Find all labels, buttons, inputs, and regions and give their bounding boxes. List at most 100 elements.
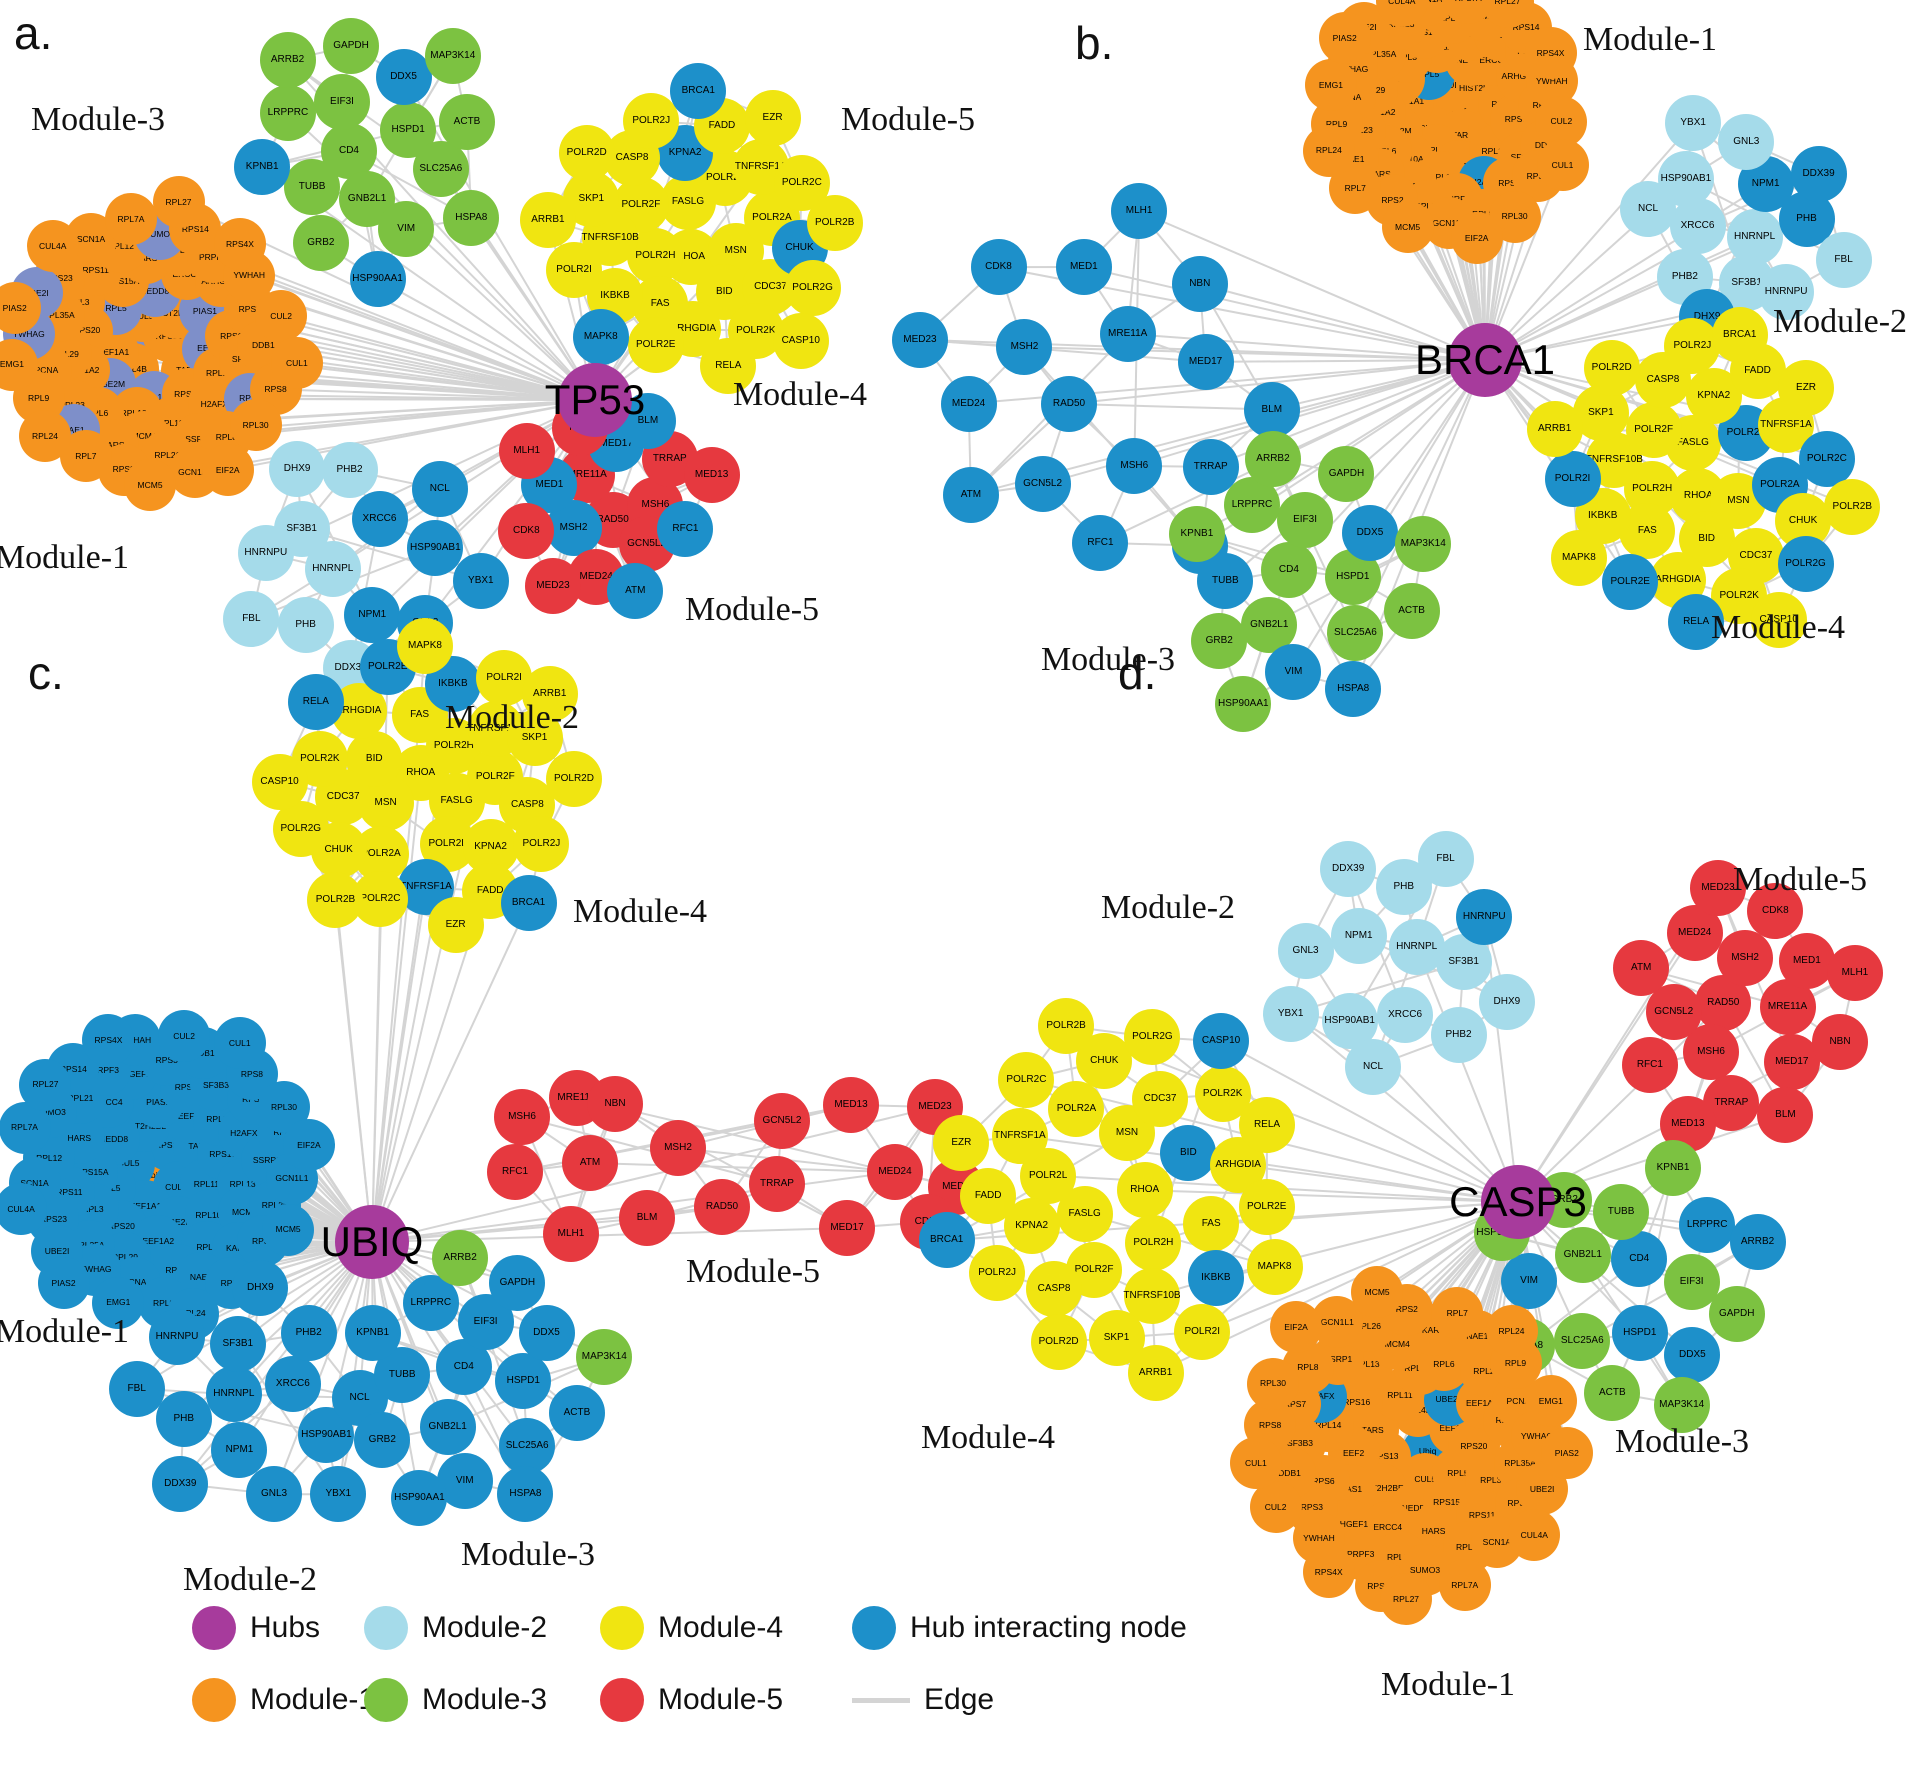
gene-node-grb2[interactable]: GRB2 xyxy=(354,1412,411,1469)
gene-node-tubb[interactable]: TUBB xyxy=(1197,553,1254,610)
gene-node-hspa8[interactable]: HSPA8 xyxy=(443,190,500,247)
gene-node-casp10[interactable]: CASP10 xyxy=(1193,1013,1250,1070)
gene-node-arrb2[interactable]: ARRB2 xyxy=(1244,430,1301,487)
gene-node-rela[interactable]: RELA xyxy=(700,338,757,395)
gene-node-rfc1[interactable]: RFC1 xyxy=(487,1144,543,1200)
gene-node-msh2[interactable]: MSH2 xyxy=(650,1120,706,1176)
gene-node-kpnb1[interactable]: KPNB1 xyxy=(1645,1140,1702,1197)
gene-node-mapk8[interactable]: MAPK8 xyxy=(397,617,453,674)
gene-node-rfc1[interactable]: RFC1 xyxy=(1072,514,1129,571)
gene-node-polr2b[interactable]: POLR2B xyxy=(1824,478,1881,535)
hub-node-tp53[interactable] xyxy=(558,363,632,437)
gene-node-casp10[interactable]: CASP10 xyxy=(251,753,308,810)
gene-node-ikbkb[interactable]: IKBKB xyxy=(1187,1249,1244,1306)
gene-node-ddx5[interactable]: DDX5 xyxy=(518,1304,575,1361)
gene-node-emg1[interactable]: EMG1 xyxy=(92,1276,145,1329)
gene-node-emg1[interactable]: EMG1 xyxy=(0,338,38,391)
gene-node-med24[interactable]: MED24 xyxy=(1666,904,1723,961)
gene-node-kpnb1[interactable]: KPNB1 xyxy=(1168,506,1225,563)
gene-node-actb[interactable]: ACTB xyxy=(548,1385,605,1442)
gene-node-ybx1[interactable]: YBX1 xyxy=(310,1466,367,1523)
gene-node-polr2b[interactable]: POLR2B xyxy=(307,872,364,929)
gene-node-vim[interactable]: VIM xyxy=(1501,1253,1558,1310)
gene-node-gnb2l1[interactable]: GNB2L1 xyxy=(419,1398,476,1455)
gene-node-gcn5l2[interactable]: GCN5L2 xyxy=(1645,984,1702,1041)
gene-node-mre11a[interactable]: MRE11A xyxy=(1099,305,1156,362)
gene-node-eif3i[interactable]: EIF3I xyxy=(313,74,370,131)
gene-node-slc25a6[interactable]: SLC25A6 xyxy=(1554,1313,1611,1370)
gene-node-cul4a[interactable]: CUL4A xyxy=(0,1183,48,1236)
gene-node-grb2[interactable]: GRB2 xyxy=(1191,613,1248,670)
hub-node-casp3[interactable] xyxy=(1481,1165,1555,1239)
gene-node-phb2[interactable]: PHB2 xyxy=(1430,1006,1487,1063)
gene-node-polr2e[interactable]: POLR2E xyxy=(627,316,684,373)
gene-node-hspa8[interactable]: HSPA8 xyxy=(497,1466,554,1523)
gene-node-tubb[interactable]: TUBB xyxy=(1593,1183,1650,1240)
gene-node-gcn5l2[interactable]: GCN5L2 xyxy=(1014,456,1071,513)
gene-node-rad50[interactable]: RAD50 xyxy=(694,1179,750,1235)
gene-node-eif3i[interactable]: EIF3I xyxy=(1277,492,1334,549)
gene-node-mcm5[interactable]: MCM5 xyxy=(124,459,177,511)
gene-node-polr2e[interactable]: POLR2E xyxy=(1238,1179,1295,1236)
gene-node-rpl7a[interactable]: RPL7A xyxy=(1438,1559,1491,1612)
gene-node-rela[interactable]: RELA xyxy=(1668,593,1725,650)
gene-node-polr2g[interactable]: POLR2G xyxy=(272,800,329,857)
gene-node-gapdh[interactable]: GAPDH xyxy=(1708,1285,1765,1342)
gene-node-eif3i[interactable]: EIF3I xyxy=(1663,1253,1720,1310)
gene-node-phb[interactable]: PHB xyxy=(277,596,334,653)
gene-node-rela[interactable]: RELA xyxy=(287,674,344,731)
gene-node-rpl7a[interactable]: RPL7A xyxy=(1442,0,1495,24)
gene-node-polr2i[interactable]: POLR2I xyxy=(1174,1303,1231,1360)
gene-node-gapdh[interactable]: GAPDH xyxy=(323,18,380,75)
gene-node-med24[interactable]: MED24 xyxy=(940,375,997,432)
gene-node-map3k14[interactable]: MAP3K14 xyxy=(576,1329,633,1386)
gene-node-fadd[interactable]: FADD xyxy=(693,97,750,154)
gene-node-polr2c[interactable]: POLR2C xyxy=(1798,431,1855,488)
gene-node-hsp90aa1[interactable]: HSP90AA1 xyxy=(391,1469,448,1526)
gene-node-polr2i[interactable]: POLR2I xyxy=(1544,451,1601,508)
gene-node-polr2j[interactable]: POLR2J xyxy=(969,1245,1026,1302)
gene-node-med13[interactable]: MED13 xyxy=(683,447,740,504)
gene-node-brca1[interactable]: BRCA1 xyxy=(918,1212,975,1269)
gene-node-ddx5[interactable]: DDX5 xyxy=(1341,505,1398,562)
gene-node-lrpprc[interactable]: LRPPRC xyxy=(402,1275,459,1331)
gene-node-cul2[interactable]: CUL2 xyxy=(1535,95,1588,148)
gene-node-ddx39[interactable]: DDX39 xyxy=(152,1455,209,1512)
gene-node-rela[interactable]: RELA xyxy=(1239,1096,1295,1153)
gene-node-pias2[interactable]: PIAS2 xyxy=(0,282,41,335)
gene-node-med17[interactable]: MED17 xyxy=(819,1200,875,1256)
gene-node-polr2e[interactable]: POLR2E xyxy=(1602,553,1659,610)
gene-node-msh2[interactable]: MSH2 xyxy=(996,319,1053,376)
gene-node-hnrnpu[interactable]: HNRNPU xyxy=(148,1308,205,1365)
gene-node-actb[interactable]: ACTB xyxy=(1584,1364,1641,1421)
gene-node-rpl30[interactable]: RPL30 xyxy=(229,399,282,451)
gene-node-gnl3[interactable]: GNL3 xyxy=(1277,923,1334,980)
gene-node-vim[interactable]: VIM xyxy=(1265,644,1322,701)
gene-node-med23[interactable]: MED23 xyxy=(891,311,948,368)
gene-node-ncl[interactable]: NCL xyxy=(1345,1038,1402,1095)
gene-node-ezr[interactable]: EZR xyxy=(933,1115,990,1172)
gene-node-med17[interactable]: MED17 xyxy=(1177,333,1234,390)
gene-node-gapdh[interactable]: GAPDH xyxy=(1318,445,1375,502)
gene-node-tubb[interactable]: TUBB xyxy=(284,158,341,215)
gene-node-ezr[interactable]: EZR xyxy=(1778,359,1835,416)
gene-node-eif2a[interactable]: EIF2A xyxy=(201,444,254,497)
gene-node-hnrnpu[interactable]: HNRNPU xyxy=(237,525,294,582)
gene-node-grb2[interactable]: GRB2 xyxy=(292,214,349,271)
gene-node-brca1[interactable]: BRCA1 xyxy=(1711,306,1768,363)
gene-node-fadd[interactable]: FADD xyxy=(960,1167,1017,1224)
gene-node-polr2d[interactable]: POLR2D xyxy=(1583,340,1640,397)
gene-node-xrcc6[interactable]: XRCC6 xyxy=(1669,198,1726,255)
gene-node-polr2g[interactable]: POLR2G xyxy=(1124,1009,1181,1066)
gene-node-lrpprc[interactable]: LRPPRC xyxy=(1679,1197,1736,1254)
gene-node-blm[interactable]: BLM xyxy=(1243,381,1300,438)
gene-node-tnfrsf1a[interactable]: TNFRSF1A xyxy=(991,1107,1048,1164)
gene-node-slc25a6[interactable]: SLC25A6 xyxy=(1327,604,1384,661)
hub-node-ubiq[interactable] xyxy=(335,1205,409,1279)
gene-node-ddx39[interactable]: DDX39 xyxy=(1320,841,1377,898)
gene-node-gnb2l1[interactable]: GNB2L1 xyxy=(1241,597,1298,654)
gene-node-cul1[interactable]: CUL1 xyxy=(1536,139,1589,192)
gene-node-nbn[interactable]: NBN xyxy=(1171,256,1228,313)
gene-node-cdk8[interactable]: CDK8 xyxy=(498,503,555,560)
gene-node-kpnb1[interactable]: KPNB1 xyxy=(234,138,291,195)
